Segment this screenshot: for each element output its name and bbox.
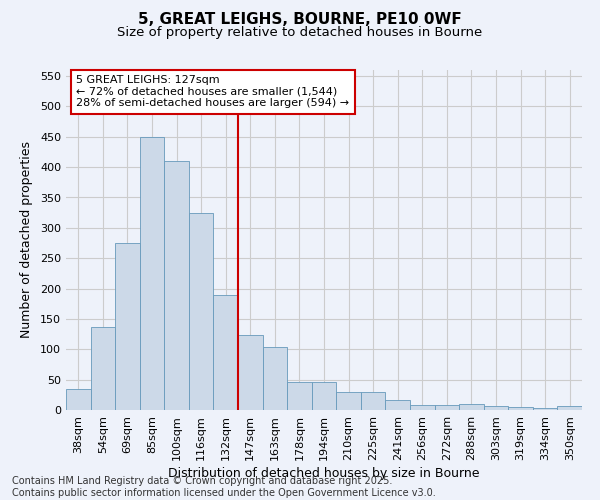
Bar bbox=[434, 405, 459, 410]
Bar bbox=[115, 243, 140, 410]
Bar bbox=[214, 294, 238, 410]
Bar bbox=[508, 407, 533, 410]
Bar bbox=[336, 392, 361, 410]
Text: Contains HM Land Registry data © Crown copyright and database right 2025.
Contai: Contains HM Land Registry data © Crown c… bbox=[12, 476, 436, 498]
Text: 5 GREAT LEIGHS: 127sqm
← 72% of detached houses are smaller (1,544)
28% of semi-: 5 GREAT LEIGHS: 127sqm ← 72% of detached… bbox=[76, 75, 349, 108]
Text: 5, GREAT LEIGHS, BOURNE, PE10 0WF: 5, GREAT LEIGHS, BOURNE, PE10 0WF bbox=[138, 12, 462, 28]
Bar bbox=[238, 334, 263, 410]
Bar bbox=[361, 392, 385, 410]
Bar bbox=[312, 382, 336, 410]
Bar bbox=[140, 137, 164, 410]
Bar bbox=[410, 405, 434, 410]
X-axis label: Distribution of detached houses by size in Bourne: Distribution of detached houses by size … bbox=[168, 467, 480, 480]
Bar bbox=[164, 161, 189, 410]
Y-axis label: Number of detached properties: Number of detached properties bbox=[20, 142, 33, 338]
Bar bbox=[263, 348, 287, 410]
Bar bbox=[557, 406, 582, 410]
Bar bbox=[533, 408, 557, 410]
Text: Size of property relative to detached houses in Bourne: Size of property relative to detached ho… bbox=[118, 26, 482, 39]
Bar bbox=[91, 328, 115, 410]
Bar bbox=[385, 400, 410, 410]
Bar bbox=[189, 212, 214, 410]
Bar bbox=[459, 404, 484, 410]
Bar bbox=[484, 406, 508, 410]
Bar bbox=[287, 382, 312, 410]
Bar bbox=[66, 389, 91, 410]
